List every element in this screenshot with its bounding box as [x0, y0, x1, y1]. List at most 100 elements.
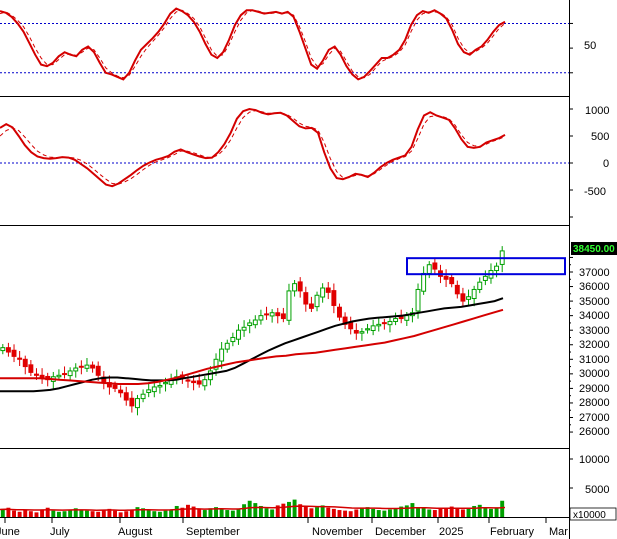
candle [157, 384, 163, 388]
candle [140, 393, 146, 400]
last-price-label: 38450.00 [573, 244, 615, 255]
volume-bar [298, 504, 303, 517]
candle [90, 364, 96, 369]
volume-bar [359, 508, 364, 517]
candle [191, 380, 197, 384]
price-panel [0, 246, 573, 433]
candle [449, 277, 455, 285]
volume-bar [382, 510, 387, 517]
stochastic-panel [0, 7, 573, 81]
volume-bar [141, 508, 146, 517]
candle [135, 398, 140, 409]
candle [426, 264, 432, 274]
candle [202, 379, 208, 387]
volume-bar [0, 508, 5, 517]
price-tick: 30000 [579, 368, 610, 380]
x-label: February [490, 526, 535, 538]
volume-bar [281, 503, 286, 517]
macd-tick: 1000 [585, 105, 609, 117]
candle [151, 386, 157, 393]
volume-bar [101, 510, 106, 517]
panel-frames [0, 0, 570, 539]
volume-bar [169, 509, 174, 517]
candle [112, 384, 118, 389]
volume-bar [466, 507, 471, 517]
candle [17, 357, 23, 360]
volume-bar [163, 510, 168, 517]
candle [269, 312, 275, 317]
volume-bar [326, 507, 331, 517]
candle [67, 370, 73, 377]
volume-bar [376, 510, 381, 517]
volume-bar [309, 508, 314, 517]
candle [247, 322, 253, 327]
volume-bar [113, 510, 117, 517]
candle [129, 397, 135, 407]
volume-bar [494, 507, 499, 517]
macd-tick: 0 [603, 158, 609, 170]
volume-bar [17, 511, 22, 517]
volume-bar [219, 508, 224, 517]
volume-bar [85, 510, 89, 517]
volume-panel [0, 458, 573, 517]
volume-bar [186, 504, 190, 517]
candle [258, 315, 264, 321]
volume-bar [337, 510, 342, 517]
volume-axis: 10000 5000 x10000 [569, 454, 617, 521]
price-tick: 28000 [579, 397, 610, 409]
volume-bar [500, 500, 505, 517]
candle [308, 303, 314, 309]
candle [398, 316, 404, 320]
macd-line [0, 107, 506, 188]
volume-bar [472, 505, 477, 517]
candle [22, 358, 28, 368]
candle [432, 262, 438, 270]
candle [146, 389, 152, 393]
price-tick: 32000 [579, 339, 610, 351]
volume-bar [315, 507, 319, 517]
volume-bar [197, 508, 202, 517]
price-tick: 27000 [579, 412, 610, 424]
volume-bar [477, 504, 482, 517]
candle [370, 325, 376, 331]
candle [73, 367, 79, 372]
candle [477, 281, 483, 290]
candle [56, 374, 62, 378]
candle [415, 288, 421, 312]
candle [280, 313, 286, 320]
candle [185, 379, 191, 382]
candle [303, 292, 309, 305]
candle [314, 294, 320, 308]
volume-bar [343, 510, 348, 517]
volume-bar [225, 510, 230, 517]
candle [454, 284, 460, 295]
candle [393, 318, 399, 322]
volume-bar [489, 508, 493, 517]
volume-bar [96, 511, 101, 517]
candle [331, 290, 337, 306]
volume-bar [180, 507, 185, 517]
volume-bar [416, 507, 420, 517]
volume-bar [152, 511, 157, 517]
volume-bar [79, 509, 84, 517]
volume-bar [191, 506, 196, 517]
volume-bar [45, 507, 50, 517]
candle [230, 336, 236, 343]
price-tick: 31000 [579, 354, 610, 366]
volume-bar [444, 507, 449, 517]
candle [337, 306, 342, 318]
candle [196, 380, 202, 385]
candle [28, 364, 34, 373]
x-label: June [0, 526, 20, 538]
candle [376, 323, 382, 327]
candle [320, 287, 326, 298]
volume-bar [410, 503, 415, 517]
x-label: September [186, 526, 240, 538]
x-label: Mar [549, 526, 568, 538]
stochastic-d-line [0, 9, 506, 79]
candle [482, 275, 488, 281]
volume-bar [275, 505, 280, 517]
candle [404, 315, 410, 321]
candle [359, 331, 365, 334]
candle [5, 347, 11, 353]
